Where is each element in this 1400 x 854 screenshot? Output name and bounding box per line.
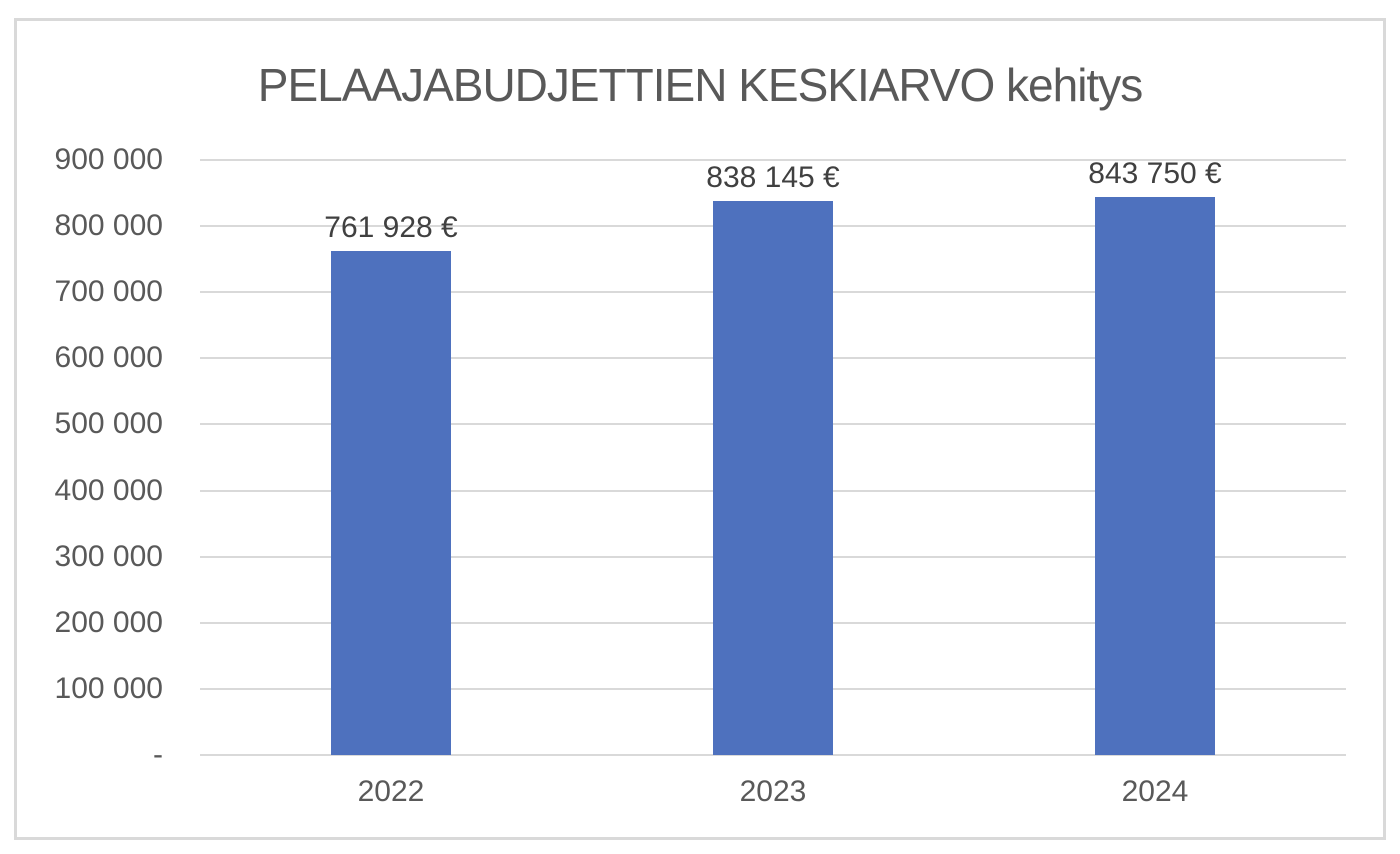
gridline: [200, 754, 1346, 756]
x-tick-label: 2023: [739, 775, 807, 808]
chart-frame: PELAAJABUDJETTIEN KESKIARVO kehitys - 100…: [14, 18, 1386, 840]
y-tick-label: 200 000: [54, 605, 163, 639]
y-tick-label: 500 000: [54, 407, 163, 441]
chart-title: PELAAJABUDJETTIEN KESKIARVO kehitys: [257, 59, 1143, 111]
gridline: [200, 159, 1346, 161]
y-tick-label: 100 000: [54, 671, 163, 705]
y-tick-label: 700 000: [54, 275, 163, 309]
bar-data-label: 838 145 €: [706, 160, 840, 194]
y-tick-label: 900 000: [54, 143, 163, 176]
y-tick-label: 800 000: [54, 209, 163, 243]
bar: [331, 251, 451, 755]
y-tick-label: 600 000: [54, 341, 163, 375]
y-axis: - 100 000 200 000 300 000 400 000 500 000 600 …: [17, 143, 163, 771]
bar: [713, 200, 833, 755]
bar-data-label: 843 750 €: [1088, 157, 1222, 191]
bar: [1095, 197, 1215, 755]
y-tick-label: 300 000: [54, 539, 163, 573]
y-tick-label: -: [153, 738, 163, 771]
x-axis: 2022 2023 2024: [200, 755, 1346, 825]
x-tick-label: 2022: [357, 775, 425, 808]
y-tick-label: 400 000: [54, 473, 163, 507]
bar-data-label: 761 928 €: [324, 211, 458, 245]
x-tick-label: 2024: [1121, 775, 1189, 808]
plot-area: 761 928 € 838 145 € 843 750 €: [200, 157, 1346, 756]
